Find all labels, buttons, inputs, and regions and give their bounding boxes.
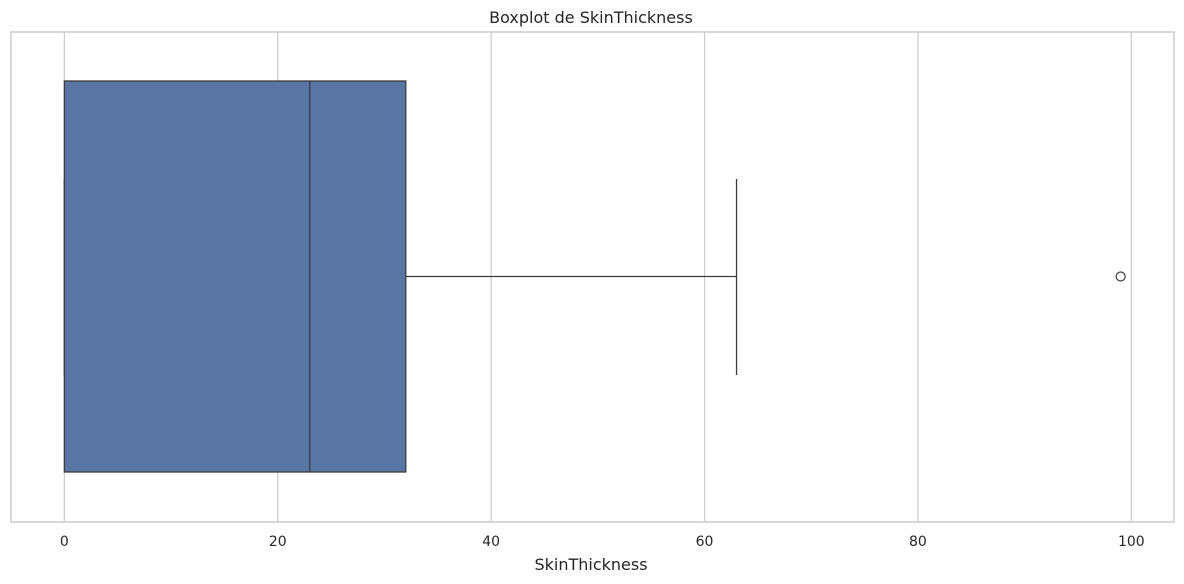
outlier-point — [1115, 271, 1126, 282]
x-tick-label: 80 — [909, 534, 927, 550]
x-tick-label: 100 — [1118, 534, 1145, 550]
x-tick-label: 0 — [60, 534, 69, 550]
plot-frame — [10, 31, 1175, 523]
x-tick-labels: 0 20 40 60 80 100 — [60, 534, 1145, 550]
x-axis-label: SkinThickness — [534, 555, 647, 574]
box-group — [63, 80, 1126, 473]
x-tick-label: 60 — [696, 534, 714, 550]
chart-title: Boxplot de SkinThickness — [489, 8, 693, 27]
x-tick-label: 40 — [482, 534, 500, 550]
x-tick-label: 20 — [269, 534, 287, 550]
iqr-box — [63, 80, 407, 473]
